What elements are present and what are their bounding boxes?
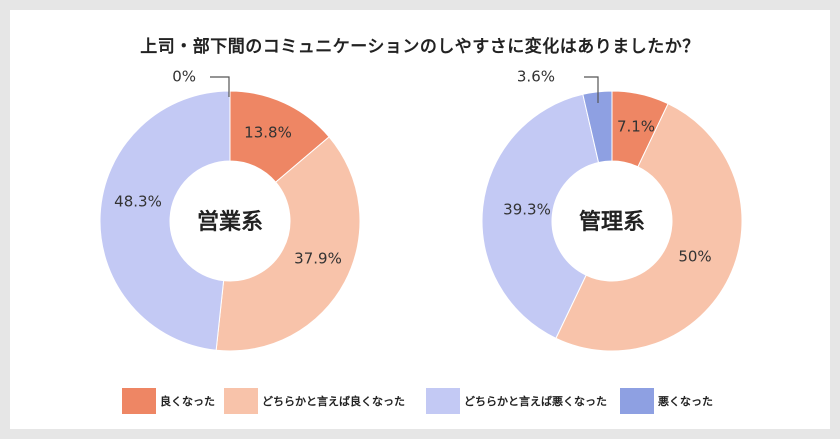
legend-swatch-good [122, 388, 156, 414]
data-label-chart1-good: 13.8% [244, 124, 292, 142]
center-label-chart1: 営業系 [197, 209, 263, 235]
leader-line-chart2 [584, 76, 599, 103]
legend-label-somewhat-good: どちらかと言えば良くなった [262, 395, 405, 408]
legend-item-bad: 悪くなった [620, 388, 713, 414]
legend-item-somewhat-bad: どちらかと言えば悪くなった [426, 388, 607, 414]
data-label-chart2-somewhat-good: 50% [678, 248, 711, 266]
donut-hole-chart1 [170, 161, 290, 281]
donut-hole-chart2 [552, 161, 672, 281]
slice-chart2-somewhat-good [555, 103, 743, 352]
legend-label-somewhat-bad: どちらかと言えば悪くなった [464, 395, 607, 408]
chart-title: 上司・部下間のコミュニケーションのしやすさに変化はありましたか？ [140, 37, 700, 57]
legend-label-bad: 悪くなった [658, 395, 713, 408]
data-label-chart1-somewhat-good: 37.9% [294, 250, 342, 268]
data-label-chart1-somewhat-bad: 48.3% [114, 193, 162, 211]
leader-line-chart1 [210, 76, 230, 97]
data-label-chart2-somewhat-bad: 39.3% [503, 201, 551, 219]
center-label-chart2: 管理系 [579, 209, 645, 235]
legend-swatch-bad [620, 388, 654, 414]
data-label-chart2-good: 7.1% [617, 118, 655, 136]
legend-label-good: 良くなった [160, 395, 215, 408]
legend: 良くなった どちらかと言えば良くなった どちらかと言えば悪くなった 悪くなった [0, 388, 840, 416]
legend-item-somewhat-good: どちらかと言えば良くなった [224, 388, 405, 414]
legend-swatch-somewhat-good [224, 388, 258, 414]
legend-item-good: 良くなった [122, 388, 215, 414]
data-label-chart2-bad: 3.6% [517, 68, 555, 86]
legend-swatch-somewhat-bad [426, 388, 460, 414]
data-label-chart1-bad: 0% [172, 68, 196, 86]
